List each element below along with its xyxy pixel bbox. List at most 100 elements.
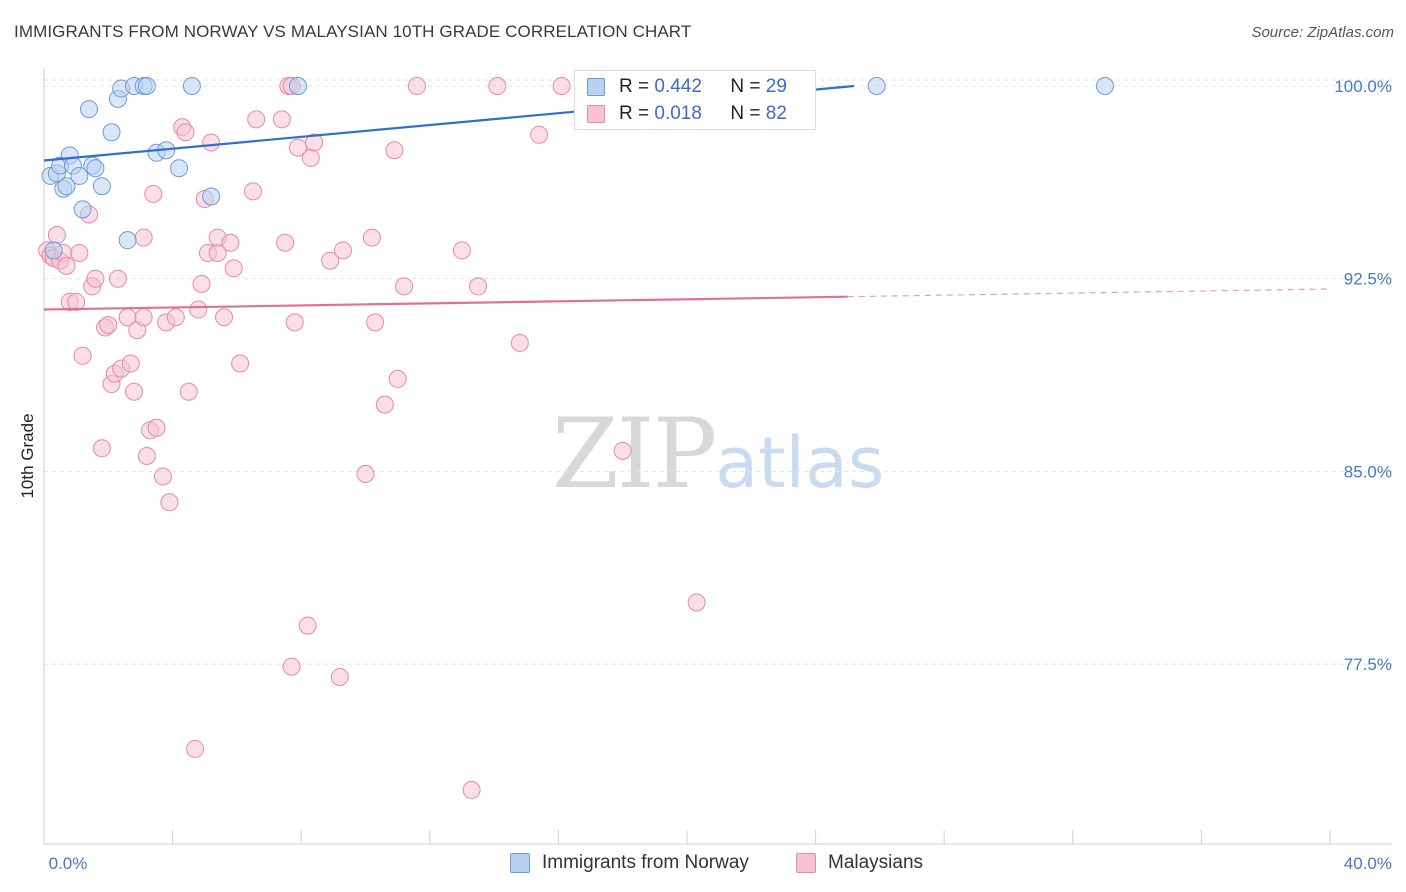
norway-point	[70, 166, 89, 185]
malaysians-point	[510, 333, 529, 352]
malaysians-trendline-extension	[847, 288, 1331, 298]
norway-legend-swatch	[510, 853, 530, 873]
malaysians-point	[333, 241, 352, 260]
legend-label-norway: Immigrants from Norway	[542, 852, 749, 873]
norway-point	[170, 159, 189, 178]
malaysians-point	[73, 346, 92, 365]
y-tick-label: 77.5%	[1344, 655, 1392, 674]
malaysians-point	[189, 300, 208, 319]
malaysians-point	[452, 241, 471, 260]
stats-legend-row-norway: R = 0.442 N = 29	[587, 75, 787, 99]
r-label: R =	[619, 103, 650, 124]
tick-label-layer: 100.0% 92.5% 85.0% 77.5% 0.0% 40.0%	[49, 77, 1392, 873]
malaysians-point	[221, 233, 240, 252]
malaysians-point	[67, 292, 86, 311]
y-tick-label: 85.0%	[1344, 462, 1392, 481]
malaysians-point	[121, 354, 140, 373]
malaysians-point	[186, 739, 205, 758]
malaysians-point	[288, 138, 307, 157]
malaysians-point	[134, 228, 153, 247]
chart-title: IMMIGRANTS FROM NORWAY VS MALAYSIAN 10TH…	[14, 22, 692, 41]
malaysians-point	[388, 369, 407, 388]
malaysians-point	[488, 76, 507, 95]
norway-point	[57, 177, 76, 196]
x-tick-label: 40.0%	[1344, 854, 1392, 873]
malaysians-point	[613, 441, 632, 460]
malaysians-point	[224, 259, 243, 278]
malaysians-point	[192, 274, 211, 293]
x-tick-label: 0.0%	[49, 854, 88, 873]
malaysians-point	[215, 308, 234, 327]
malaysians-point	[469, 277, 488, 296]
n-label: N =	[730, 76, 761, 97]
malaysians-legend-swatch	[796, 853, 816, 873]
malaysians-point	[276, 233, 295, 252]
malaysians-point	[166, 308, 185, 327]
norway-point	[137, 76, 156, 95]
malaysians-point	[144, 184, 163, 203]
malaysians-point	[134, 308, 153, 327]
norway-point	[102, 123, 121, 142]
n-value: 82	[765, 103, 787, 124]
norway-point	[86, 159, 105, 178]
r-label: R =	[619, 76, 650, 97]
norway-point	[92, 177, 111, 196]
malaysians-point	[202, 133, 221, 152]
malaysians-trendline	[43, 295, 848, 311]
legend-item-malaysians[interactable]: Malaysians	[796, 852, 923, 874]
norway-point	[288, 76, 307, 95]
malaysians-point	[176, 123, 195, 142]
n-label: N =	[730, 103, 761, 124]
zipatlas-watermark: ZIPatlas	[552, 398, 884, 510]
malaysians-point	[462, 781, 481, 800]
malaysians-point	[356, 464, 375, 483]
malaysians-point	[125, 382, 144, 401]
malaysians-point	[70, 244, 89, 263]
norway-point	[118, 231, 137, 250]
watermark-zip: ZIP	[552, 398, 717, 510]
norway-point	[867, 76, 886, 95]
malaysians-point	[285, 313, 304, 332]
norway-point	[73, 200, 92, 219]
y-tick-label: 92.5%	[1344, 270, 1392, 289]
malaysians-point	[92, 439, 111, 458]
malaysians-point	[57, 256, 76, 275]
legend-label-malaysians: Malaysians	[828, 852, 924, 873]
malaysians-point	[385, 141, 404, 160]
malaysians-point	[147, 418, 166, 437]
legend-item-norway[interactable]: Immigrants from Norway	[510, 852, 749, 874]
malaysians-point	[305, 133, 324, 152]
norway-point	[182, 76, 201, 95]
malaysians-point	[282, 657, 301, 676]
malaysians-point	[407, 76, 426, 95]
malaysians-point	[366, 313, 385, 332]
norway-point	[1095, 76, 1114, 95]
points-layer	[38, 76, 1114, 800]
r-value: 0.442	[654, 76, 702, 97]
malaysians-point	[231, 354, 250, 373]
norway-point	[202, 187, 221, 206]
malaysians-point	[247, 110, 266, 129]
chart-source: Source: ZipAtlas.com	[1251, 24, 1394, 41]
watermark-atlas: atlas	[715, 422, 885, 504]
malaysians-point	[362, 228, 381, 247]
malaysians-point	[108, 269, 127, 288]
malaysians-point	[530, 125, 549, 144]
stats-legend: R = 0.442 N = 29 R = 0.018 N = 82	[574, 70, 816, 130]
malaysians-point	[375, 395, 394, 414]
y-tick-label: 100.0%	[1334, 77, 1392, 96]
malaysians-point	[99, 315, 118, 334]
axis-layer	[43, 68, 1392, 845]
malaysians-point	[243, 182, 262, 201]
malaysians-point	[47, 226, 66, 245]
malaysians-point	[86, 269, 105, 288]
malaysians-point	[395, 277, 414, 296]
malaysians-point	[321, 251, 340, 270]
malaysians-point	[301, 148, 320, 167]
n-value: 29	[765, 76, 787, 97]
malaysians-point	[330, 667, 349, 686]
norway-point	[80, 100, 99, 119]
r-value: 0.018	[654, 103, 702, 124]
malaysians-point	[272, 110, 291, 129]
stats-legend-row-malaysia: R = 0.018 N = 82	[587, 102, 787, 126]
